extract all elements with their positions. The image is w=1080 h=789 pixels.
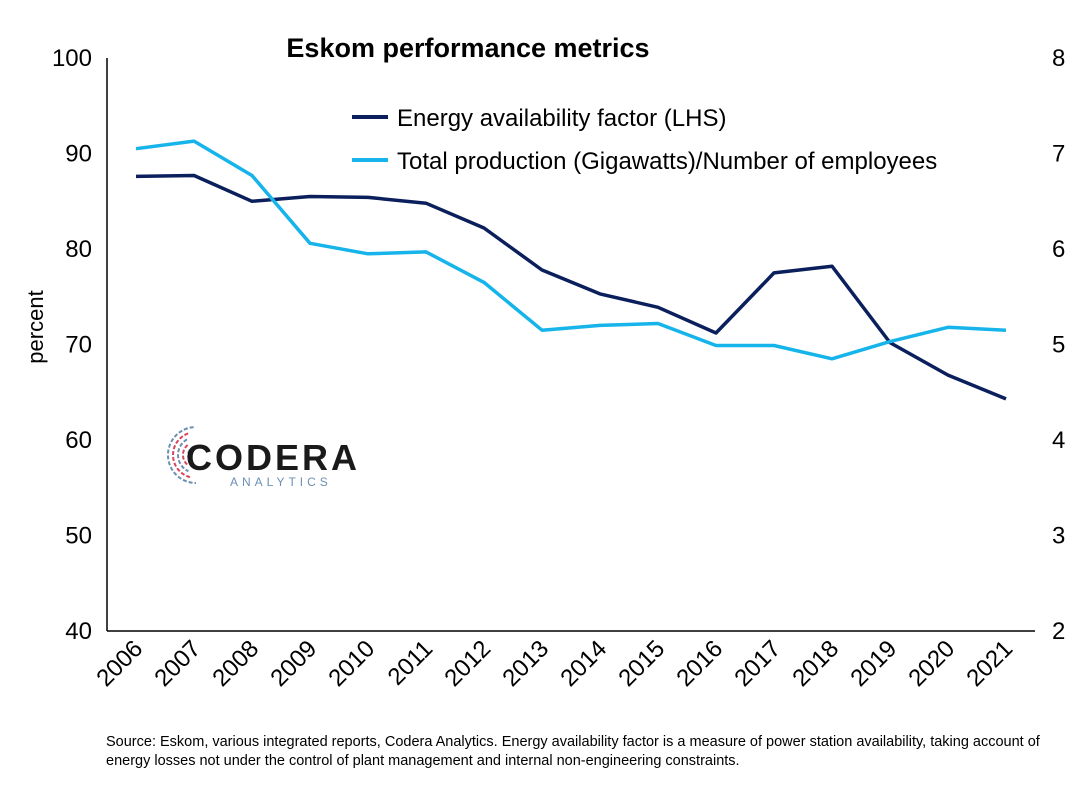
logo-ring bbox=[181, 444, 190, 467]
chart-title: Eskom performance metrics bbox=[286, 33, 649, 63]
x-tick-label: 2012 bbox=[439, 635, 496, 692]
y2-tick-label: 6 bbox=[1052, 236, 1065, 263]
logo-ring bbox=[187, 449, 192, 462]
x-tick-label: 2011 bbox=[383, 635, 439, 691]
x-tick-label: 2017 bbox=[729, 635, 786, 692]
x-tick-label: 2016 bbox=[671, 635, 728, 692]
logo-mark-icon bbox=[166, 426, 197, 484]
y-tick-label: 60 bbox=[65, 427, 92, 454]
x-tick-label: 2013 bbox=[497, 635, 554, 692]
logo-ring bbox=[177, 438, 189, 473]
y2-tick-label: 8 bbox=[1052, 45, 1065, 72]
x-tick-label: 2014 bbox=[555, 635, 612, 692]
logo-main-text: CODERA bbox=[186, 437, 360, 478]
logo-sub-text: ANALYTICS bbox=[230, 475, 332, 489]
source-note: Source: Eskom, various integrated report… bbox=[106, 734, 1040, 769]
y-tick-label: 80 bbox=[65, 236, 92, 263]
codera-logo: CODERA ANALYTICS bbox=[166, 426, 360, 489]
logo-ring bbox=[172, 432, 191, 479]
y-axis-label: percent bbox=[23, 290, 48, 363]
x-tick-label: 2009 bbox=[265, 635, 322, 692]
y-tick-label: 40 bbox=[65, 618, 92, 645]
x-tick-label: 2007 bbox=[149, 635, 206, 692]
y-tick-label: 50 bbox=[65, 523, 92, 550]
x-tick-label: 2019 bbox=[845, 635, 902, 692]
x-tick-label: 2006 bbox=[91, 635, 148, 692]
legend: Energy availability factor (LHS) Total pr… bbox=[352, 105, 937, 175]
y2-tick-label: 4 bbox=[1052, 427, 1065, 454]
y2-tick-label: 7 bbox=[1052, 141, 1065, 168]
x-tick-label: 2008 bbox=[207, 635, 264, 692]
series-lines bbox=[135, 139, 1007, 401]
y-tick-label: 70 bbox=[65, 332, 92, 359]
x-tick-label: 2021 bbox=[961, 635, 1018, 692]
y2-tick-label: 2 bbox=[1052, 618, 1065, 645]
y-tick-label: 90 bbox=[65, 141, 92, 168]
x-tick-label: 2018 bbox=[787, 635, 844, 692]
y-tick-label: 100 bbox=[52, 45, 92, 72]
y2-tick-label: 5 bbox=[1052, 332, 1065, 359]
x-tick-label: 2010 bbox=[323, 635, 380, 692]
series-line-1 bbox=[135, 173, 1007, 401]
series-line-2 bbox=[135, 139, 1007, 361]
legend-label: Total production (Gigawatts)/Number of e… bbox=[397, 148, 937, 175]
legend-label: Energy availability factor (LHS) bbox=[397, 105, 726, 132]
y2-tick-label: 3 bbox=[1052, 523, 1065, 550]
logo-ring bbox=[166, 426, 197, 484]
x-tick-label: 2020 bbox=[903, 635, 960, 692]
x-tick-label: 2015 bbox=[613, 635, 670, 692]
